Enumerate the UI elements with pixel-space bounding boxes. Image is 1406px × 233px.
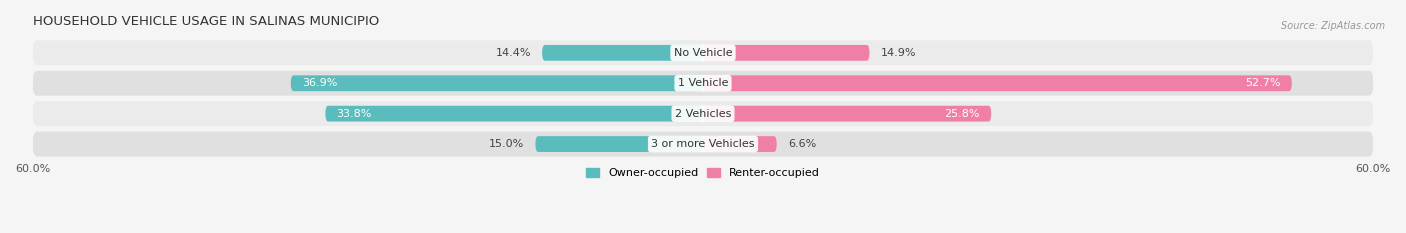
- Text: 33.8%: 33.8%: [336, 109, 373, 119]
- FancyBboxPatch shape: [703, 106, 991, 122]
- FancyBboxPatch shape: [32, 71, 1374, 96]
- FancyBboxPatch shape: [703, 45, 869, 61]
- Text: 3 or more Vehicles: 3 or more Vehicles: [651, 139, 755, 149]
- Text: 14.9%: 14.9%: [880, 48, 917, 58]
- Text: No Vehicle: No Vehicle: [673, 48, 733, 58]
- Text: 52.7%: 52.7%: [1246, 78, 1281, 88]
- Text: Source: ZipAtlas.com: Source: ZipAtlas.com: [1281, 21, 1385, 31]
- FancyBboxPatch shape: [32, 40, 1374, 65]
- Text: 14.4%: 14.4%: [495, 48, 531, 58]
- Text: HOUSEHOLD VEHICLE USAGE IN SALINAS MUNICIPIO: HOUSEHOLD VEHICLE USAGE IN SALINAS MUNIC…: [32, 15, 378, 28]
- FancyBboxPatch shape: [32, 101, 1374, 126]
- Text: 15.0%: 15.0%: [489, 139, 524, 149]
- Text: 2 Vehicles: 2 Vehicles: [675, 109, 731, 119]
- FancyBboxPatch shape: [32, 132, 1374, 157]
- Text: 36.9%: 36.9%: [302, 78, 337, 88]
- FancyBboxPatch shape: [703, 136, 776, 152]
- FancyBboxPatch shape: [325, 106, 703, 122]
- Legend: Owner-occupied, Renter-occupied: Owner-occupied, Renter-occupied: [581, 164, 825, 183]
- Text: 1 Vehicle: 1 Vehicle: [678, 78, 728, 88]
- FancyBboxPatch shape: [291, 75, 703, 91]
- FancyBboxPatch shape: [703, 75, 1292, 91]
- FancyBboxPatch shape: [536, 136, 703, 152]
- FancyBboxPatch shape: [543, 45, 703, 61]
- Text: 6.6%: 6.6%: [787, 139, 815, 149]
- Text: 25.8%: 25.8%: [945, 109, 980, 119]
